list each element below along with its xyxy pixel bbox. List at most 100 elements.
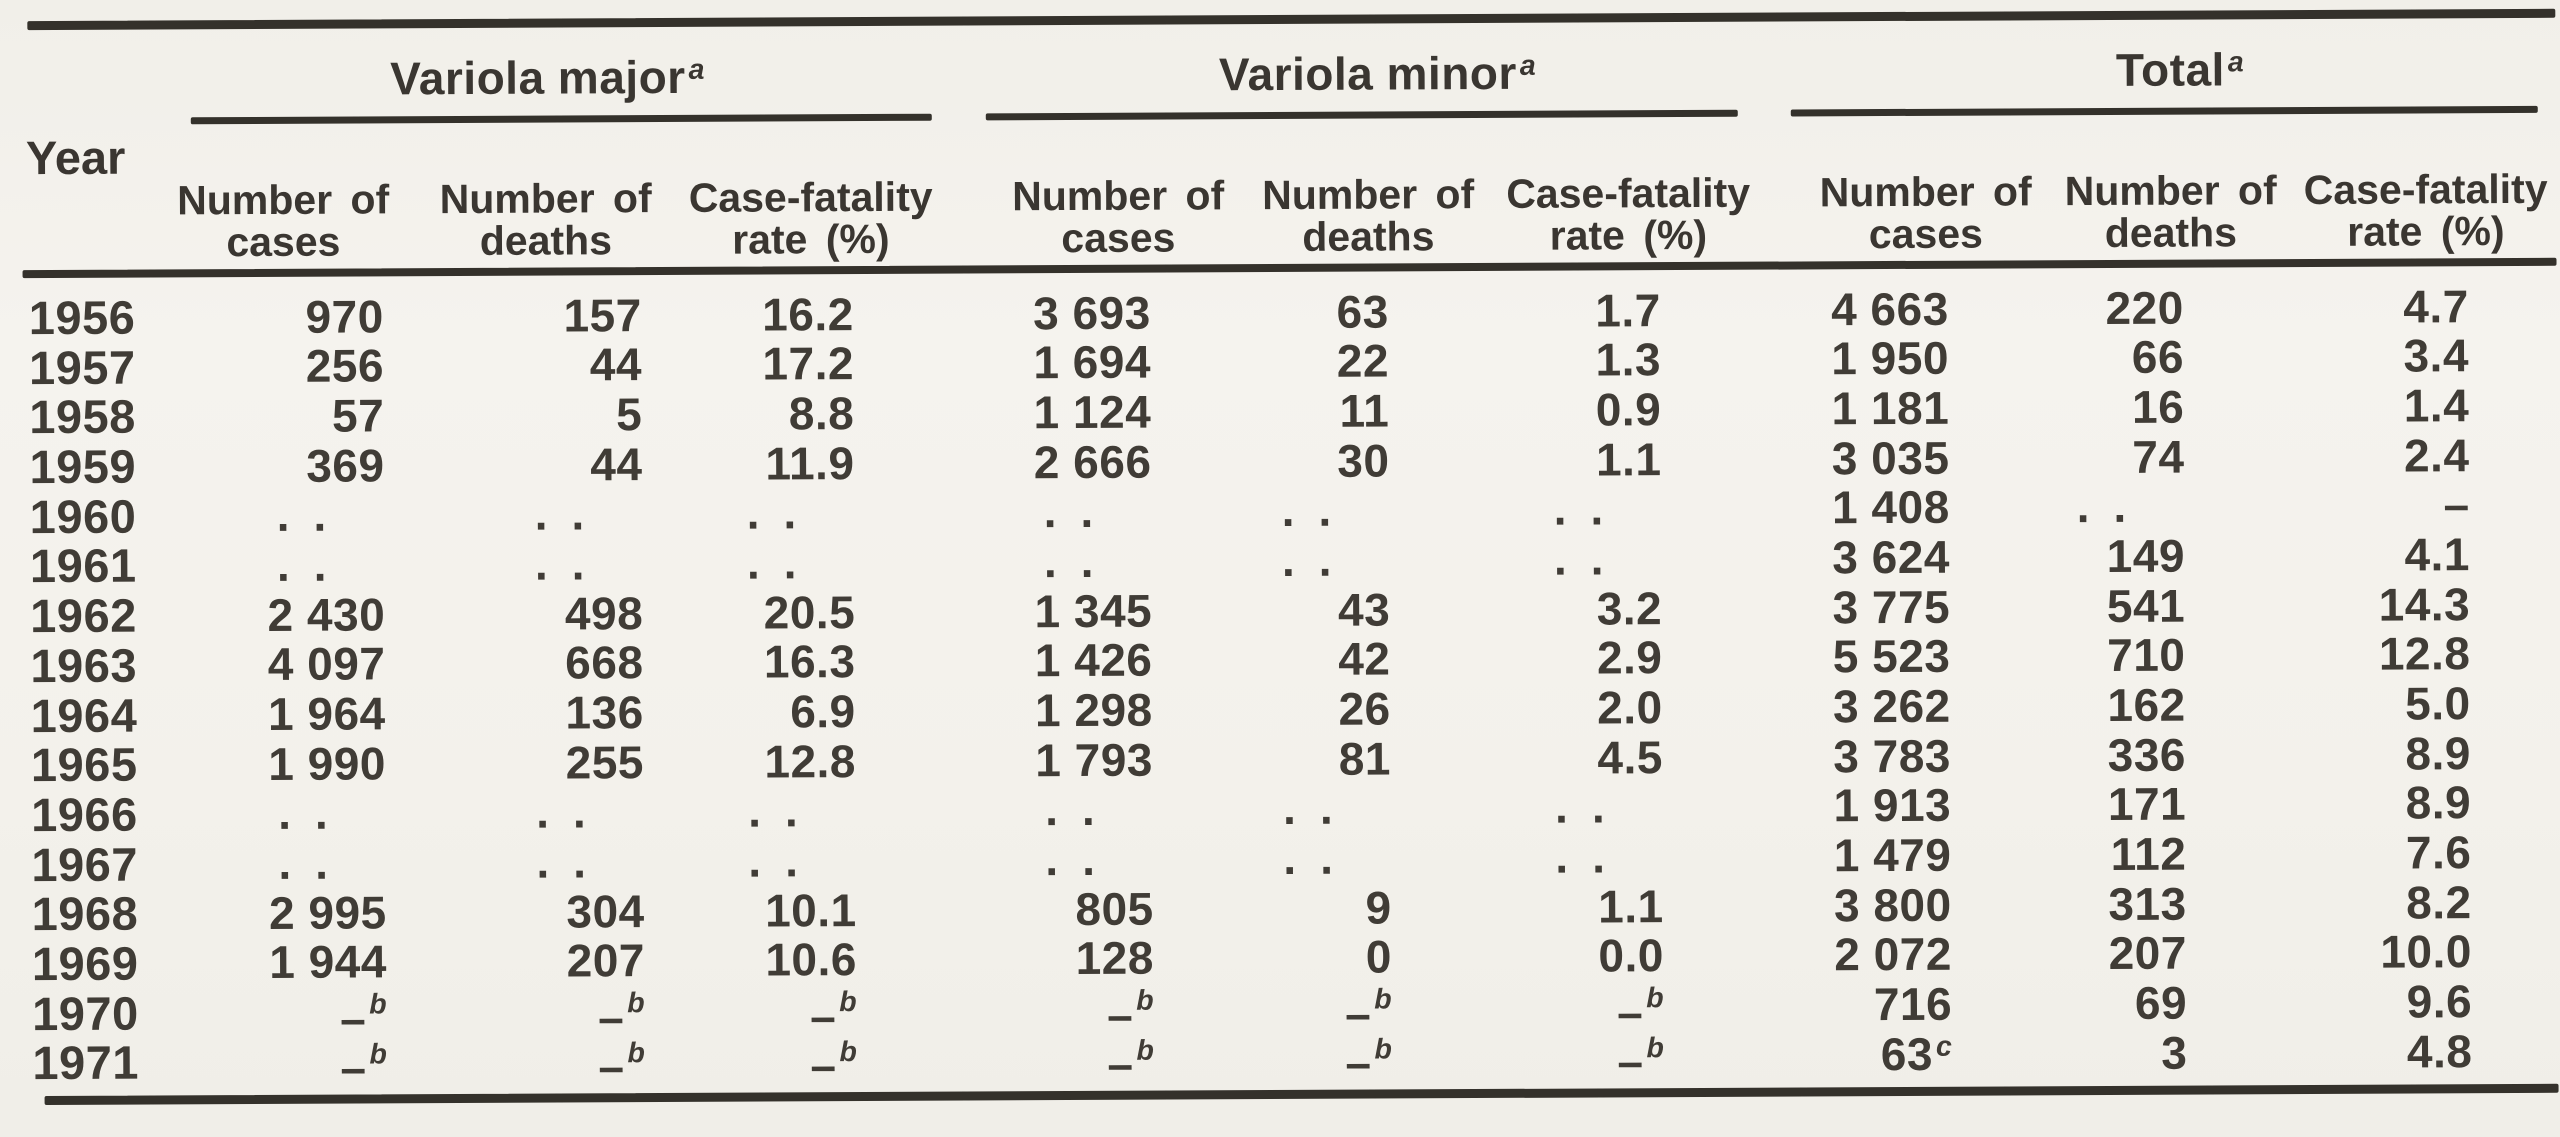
footnote-sup: b [1374,983,1393,1016]
data-cell: . . [2076,480,2127,533]
data-cell: . . [1045,832,1096,886]
footnote-sup: b [1374,1033,1393,1066]
data-cell: 1 345 [1034,584,1153,637]
data-cell: 5 523 [1832,630,1951,683]
data-cell: 6.9 [790,685,856,738]
column-header-cases: Number of cases [177,176,390,266]
year-cell: 1971 [32,1035,140,1090]
data-cell: 128 [1075,932,1155,985]
column-header-cases: Number of cases [1819,168,2032,258]
data-cell: –b [598,1037,646,1093]
column-header-case-fatality-rate: Case-fatality rate (%) [1506,169,1751,259]
data-cell: 1 124 [1033,385,1152,439]
data-cell: 42 [1338,632,1391,686]
data-cell: 3 775 [1832,580,1951,633]
data-cell: 8.8 [788,386,855,440]
data-cell: 255 [565,735,645,789]
data-cell: 16 [2131,380,2185,433]
data-cell: . . [1554,780,1606,834]
footnote-sup: b [839,986,858,1019]
year-column-header: Year [25,130,126,185]
data-cell: 66 [2131,330,2185,384]
data-cell: . . [1043,534,1095,588]
column-header-cases: Number of cases [1012,172,1225,262]
data-cell: . . [534,537,586,590]
group-underline [985,109,1738,121]
data-cell: 74 [2132,430,2185,483]
group-underline [1790,105,2538,117]
data-cell: 10.1 [765,883,857,937]
data-cell: 63 [1336,284,1389,338]
column-header-deaths: Number of deaths [439,175,652,264]
data-cell: –b [1617,1032,1665,1088]
data-cell: 369 [306,438,385,492]
data-cell: 716 [1873,977,1953,1031]
data-cell: . . [277,787,329,840]
data-cell: 44 [590,437,643,490]
data-cell: 498 [564,586,644,640]
data-cell: –b [1345,1033,1393,1089]
column-header-case-fatality-rate: Case-fatality rate (%) [688,173,933,263]
data-cell: 1 793 [1035,733,1154,786]
data-cell: 10.0 [2380,925,2473,979]
data-cell: 4.1 [2404,528,2471,581]
data-cell: . . [535,785,587,839]
data-cell: 313 [2108,877,2187,930]
data-cell: 2.0 [1597,681,1663,734]
data-cell: 69 [2134,976,2188,1029]
data-cell: . . [278,836,329,889]
data-cell: 1 479 [1833,828,1952,882]
data-cell: 1 964 [267,687,386,740]
data-cell: 11.9 [765,436,855,490]
footnote-sup: b [1136,985,1155,1018]
group-underline [190,113,932,125]
data-cell: 1 913 [1833,779,1952,832]
data-cell: . . [1281,533,1333,586]
data-cell: 5.0 [2405,677,2471,730]
data-cell: 207 [566,934,646,987]
data-cell: 207 [2108,927,2188,980]
data-cell: 2 995 [268,886,387,939]
data-cell: 668 [565,636,644,689]
footnote-sup: b [627,1037,646,1070]
data-cell: . . [1283,831,1334,885]
column-header-deaths: Number of deaths [1262,171,1475,260]
data-cell: 12.8 [764,734,857,788]
data-cell: 3 783 [1833,729,1952,782]
data-cell: 11 [1339,384,1390,437]
data-cell: 8.9 [2405,726,2472,780]
data-cell: 1 181 [1831,381,1950,435]
data-cell: 26 [1338,682,1391,735]
data-cell: 1 408 [1831,480,1950,534]
data-cell: 3 262 [1832,679,1951,733]
data-cell: 2 430 [267,587,386,641]
footnote-sup-a: a [2227,46,2245,79]
footnote-sup-a: a [688,54,706,87]
data-cell: – [2443,478,2470,531]
data-cell: 220 [2105,281,2184,334]
footnote-sup: b [1646,1032,1665,1065]
data-cell: –b [340,988,388,1045]
data-cell: 1.3 [1595,333,1662,386]
group-label: Variola minor [1218,46,1517,101]
year-cell: 1970 [32,986,139,1040]
data-cell: 0 [1365,930,1393,984]
year-cell: 1957 [28,340,136,394]
footnote-sup: b [1136,1034,1155,1067]
data-cell: 57 [331,389,385,442]
year-cell: 1963 [30,638,138,692]
data-cell: 336 [2107,728,2187,781]
data-cell: 171 [2107,777,2187,831]
data-cell: 0.9 [1595,383,1662,436]
data-cell: 3.2 [1596,581,1663,635]
group-header-variola-major: Variola majora [147,49,947,107]
data-cell: 16.2 [762,287,854,341]
data-cell: . . [1282,782,1334,835]
data-cell: 256 [305,339,385,392]
year-cell: 1967 [31,837,139,891]
data-cell: 4.8 [2406,1024,2473,1078]
year-cell: 1961 [29,539,137,593]
footnote-sup: b [839,1036,858,1069]
